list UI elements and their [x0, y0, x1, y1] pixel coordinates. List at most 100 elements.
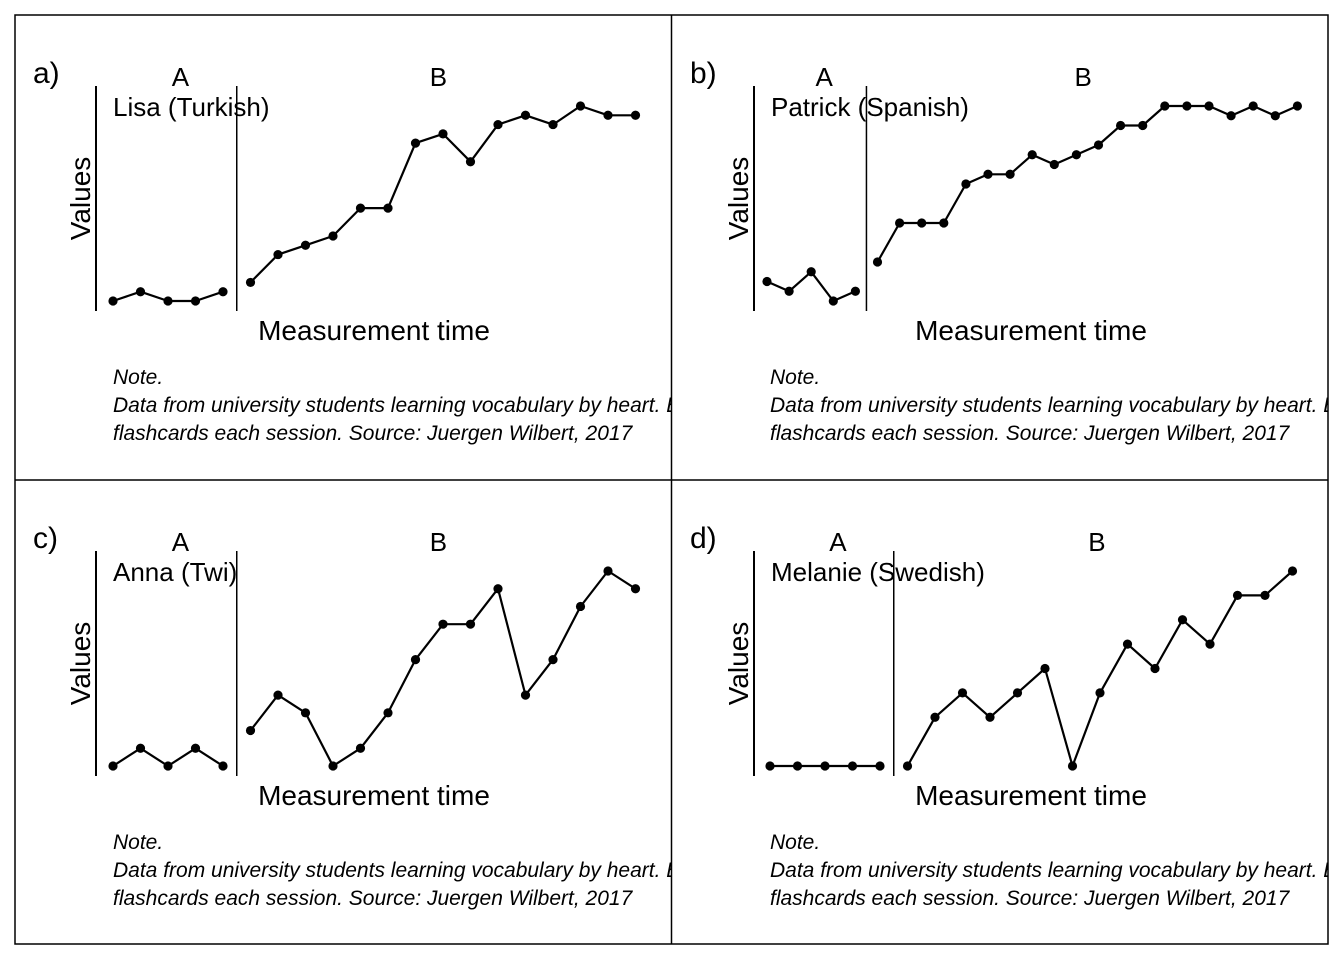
data-point: [902, 761, 913, 771]
data-point: [1204, 101, 1214, 111]
data-point: [108, 761, 118, 771]
data-point: [163, 761, 173, 771]
data-point: [1270, 111, 1280, 121]
x-axis-label: Measurement time: [915, 780, 1147, 811]
data-point: [1160, 101, 1170, 111]
note-label: Note.: [770, 366, 820, 389]
data-point: [1049, 159, 1059, 170]
data-point: [493, 119, 503, 130]
series-line-phase-B: [249, 569, 637, 768]
data-point: [875, 761, 885, 771]
phase-label: A: [829, 527, 847, 557]
data-point: [939, 218, 949, 228]
data-point: [895, 218, 905, 228]
note-line-2: flashcards each session. Source: Juergen…: [113, 887, 634, 910]
data-point: [1292, 101, 1302, 111]
data-point: [1150, 663, 1160, 674]
data-point: [410, 655, 421, 665]
data-point: [930, 712, 940, 722]
data-point: [806, 267, 816, 277]
x-axis-label: Measurement time: [258, 780, 490, 811]
data-point: [603, 110, 613, 120]
data-point: [1005, 169, 1015, 179]
note-line-1: Data from university students learning v…: [770, 859, 1344, 882]
data-point: [847, 761, 858, 771]
data-point: [218, 287, 228, 297]
case-name: Lisa (Turkish): [113, 92, 270, 122]
data-point: [438, 619, 448, 629]
data-point: [961, 179, 971, 189]
data-point: [1067, 761, 1078, 771]
data-point: [135, 287, 146, 297]
x-axis-label: Measurement time: [915, 315, 1147, 346]
data-point: [465, 619, 476, 629]
phase-label: A: [816, 62, 834, 92]
data-point: [762, 276, 772, 287]
phase-label: B: [430, 62, 447, 92]
data-point: [1027, 150, 1037, 160]
panel-3: d) A B Melanie (Swedish) Values Measurement t…: [690, 522, 1344, 910]
y-axis-label: Values: [65, 622, 96, 706]
data-point: [273, 690, 283, 700]
case-name: Anna (Twi): [113, 557, 237, 587]
data-point: [1248, 101, 1258, 111]
case-name: Melanie (Swedish): [771, 557, 985, 587]
data-point: [630, 584, 641, 594]
data-point: [135, 743, 146, 753]
panel-label: a): [33, 57, 60, 90]
data-point: [520, 690, 531, 700]
data-point: [575, 101, 586, 111]
panel-label: b): [690, 57, 717, 90]
data-point: [630, 110, 641, 120]
data-point: [108, 296, 118, 306]
data-point: [983, 169, 993, 179]
panel-0: a) A B Lisa (Turkish) Values Measurement time…: [33, 57, 869, 445]
data-point: [792, 761, 803, 771]
note-line-2: flashcards each session. Source: Juergen…: [770, 887, 1291, 910]
note-label: Note.: [113, 831, 163, 854]
data-point: [1205, 639, 1215, 649]
note-line-1: Data from university students learning v…: [770, 394, 1344, 417]
data-point: [465, 157, 476, 167]
data-point: [1138, 120, 1148, 131]
data-point: [548, 655, 558, 665]
panel-label: d): [690, 522, 717, 555]
note-label: Note.: [770, 831, 820, 854]
y-axis-label: Values: [65, 157, 96, 241]
data-point: [784, 286, 794, 296]
series-line-phase-B: [876, 104, 1298, 263]
data-point: [218, 761, 228, 771]
data-point: [603, 566, 613, 576]
data-point: [917, 218, 927, 228]
data-point: [245, 725, 256, 736]
data-point: [300, 708, 311, 718]
data-point: [1260, 590, 1270, 600]
data-point: [1122, 639, 1133, 649]
data-point: [1012, 688, 1023, 698]
data-point: [575, 601, 586, 612]
note-label: Note.: [113, 366, 163, 389]
note-line-1: Data from university students learning v…: [113, 394, 869, 417]
data-point: [548, 119, 558, 130]
data-point: [1116, 120, 1126, 131]
phase-label: A: [172, 527, 190, 557]
phase-label: B: [1075, 62, 1092, 92]
data-point: [190, 743, 201, 753]
panel-2: c) A B Anna (Twi) Values Measurement time Note…: [33, 522, 869, 910]
data-point: [190, 296, 201, 306]
data-point: [383, 708, 393, 718]
data-point: [765, 761, 775, 771]
data-point: [1040, 663, 1050, 674]
data-point: [1177, 615, 1188, 625]
data-point: [828, 296, 838, 306]
data-point: [328, 231, 338, 241]
data-point: [383, 203, 393, 213]
data-point: [410, 138, 421, 148]
figure-border: [14, 14, 1329, 945]
data-point: [1071, 150, 1081, 160]
data-point: [1226, 111, 1236, 121]
x-axis-label: Measurement time: [258, 315, 490, 346]
note-line-1: Data from university students learning v…: [113, 859, 869, 882]
data-point: [300, 240, 311, 250]
